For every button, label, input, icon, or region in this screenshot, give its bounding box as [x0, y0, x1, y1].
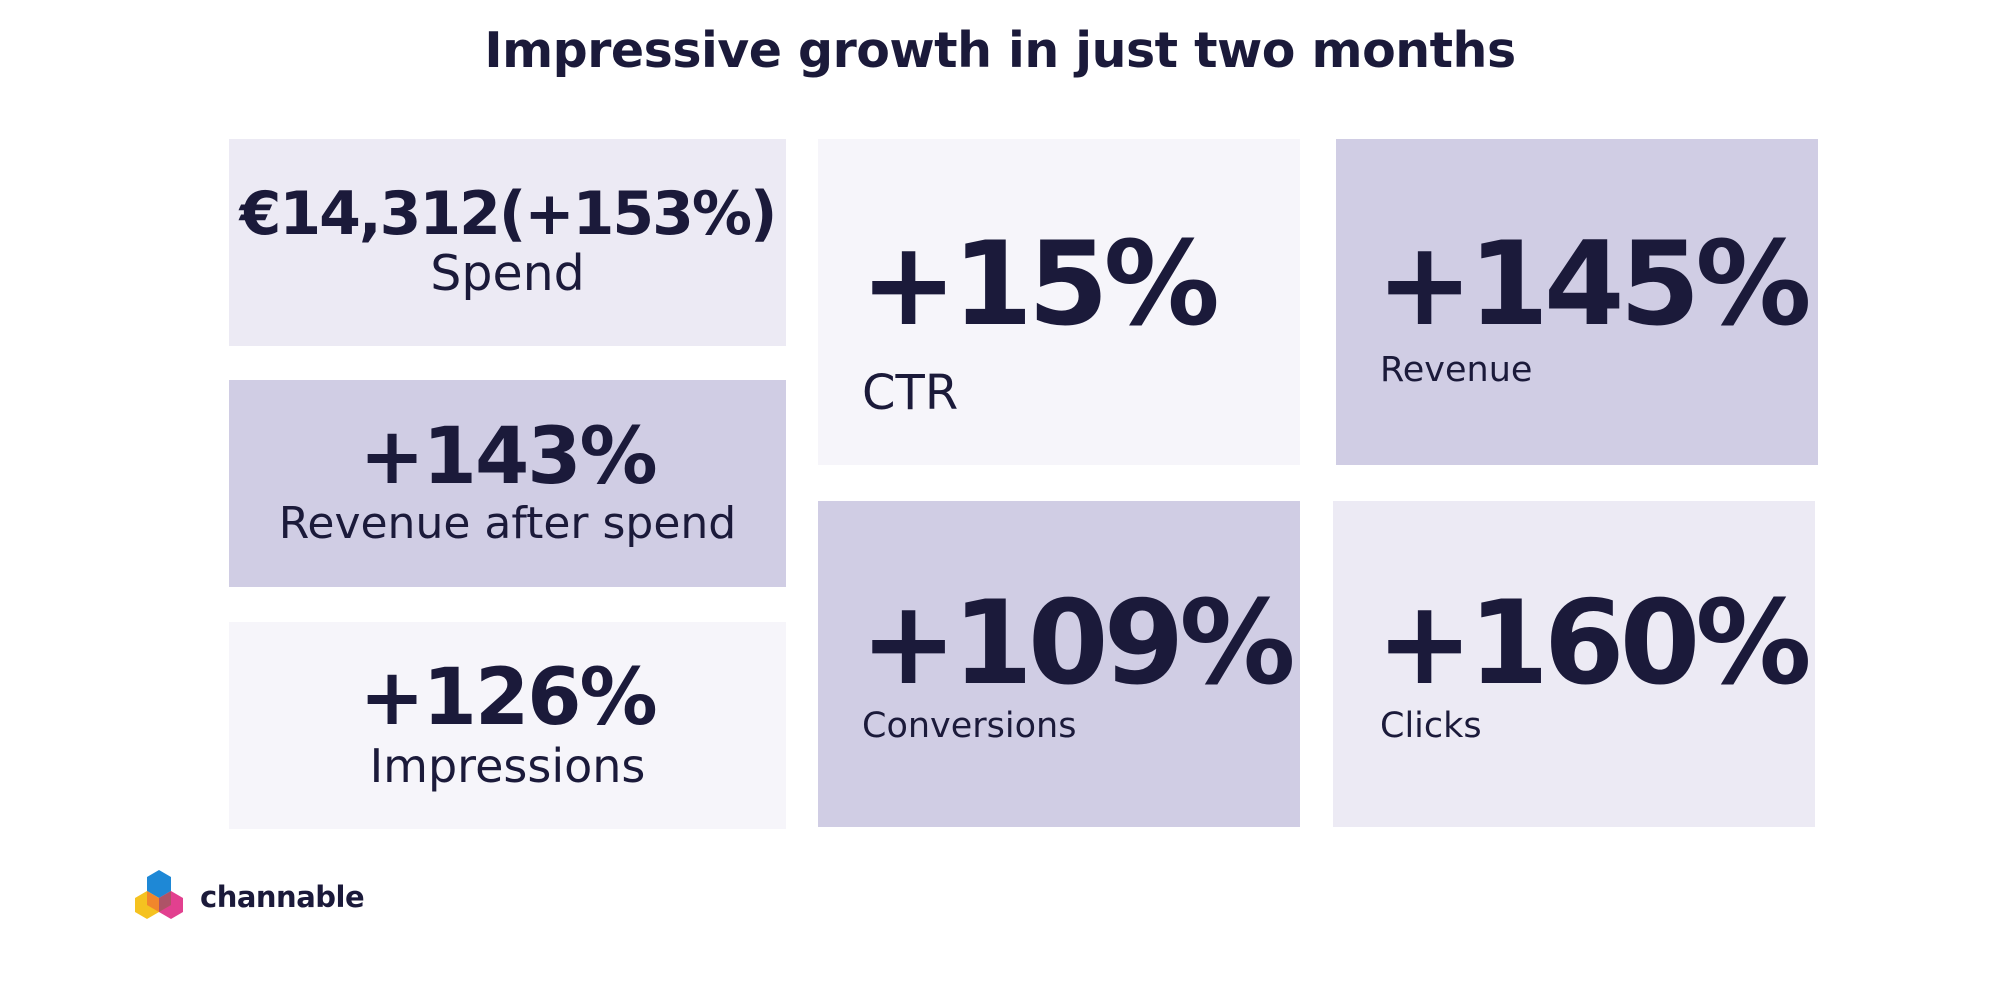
- clicks-label: Clicks: [1380, 706, 1482, 746]
- impressions-card: +126% Impressions: [229, 622, 786, 829]
- channable-logo: channable: [134, 870, 374, 930]
- ctr-value: +15%: [860, 217, 1220, 352]
- channable-logo-mark-icon: [135, 870, 183, 919]
- spend-value: €14,312(+153%): [239, 178, 778, 249]
- revenue-after-spend-value: +143%: [359, 412, 657, 503]
- impressions-label: Impressions: [369, 739, 646, 793]
- ctr-card: +15% CTR: [818, 139, 1300, 465]
- revenue-label: Revenue: [1380, 350, 1533, 390]
- spend-card: €14,312(+153%) Spend: [229, 139, 786, 346]
- conversions-card: +109% Conversions: [818, 501, 1300, 827]
- revenue-after-spend-label: Revenue after spend: [278, 498, 737, 550]
- revenue-after-spend-card: +143% Revenue after spend: [229, 380, 786, 587]
- conversions-value: +109%: [860, 576, 1296, 711]
- clicks-card: +160% Clicks: [1333, 501, 1815, 827]
- spend-label: Spend: [430, 244, 585, 302]
- channable-logo-text: channable: [200, 880, 365, 914]
- revenue-card: +145% Revenue: [1336, 139, 1818, 465]
- ctr-label: CTR: [862, 365, 959, 421]
- page-title: Impressive growth in just two months: [484, 22, 1516, 79]
- clicks-value: +160%: [1376, 576, 1812, 711]
- conversions-label: Conversions: [862, 706, 1077, 746]
- impressions-value: +126%: [359, 653, 657, 744]
- revenue-value: +145%: [1376, 217, 1812, 352]
